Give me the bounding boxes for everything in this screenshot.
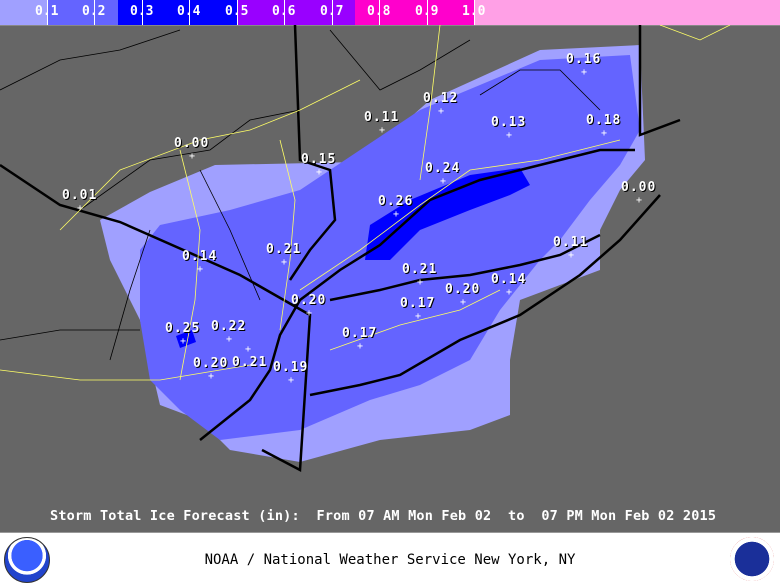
station-value: 0.11 [553,235,589,250]
station-value: 0.18 [586,113,622,128]
legend-tick-label: 0.1 [35,4,59,19]
station-value: 0.24 [425,161,461,176]
station-marker-icon: + [460,297,467,308]
station-marker-icon: + [601,128,608,139]
station-marker-icon: + [581,67,588,78]
legend-tick-label: 0.8 [367,4,391,19]
legend-tick-label: 0.6 [272,4,296,19]
legend-tick [332,0,333,25]
legend-tick-label: 0.2 [82,4,106,19]
legend-tick [379,0,380,25]
station-marker-icon: + [77,203,84,214]
legend-tick [237,0,238,25]
station-value: 0.19 [273,360,309,375]
station-value: 0.11 [364,110,400,125]
station-marker-icon: + [636,195,643,206]
legend-tick-label: 0.5 [225,4,249,19]
station-value: 0.16 [566,52,602,67]
legend-tick [47,0,48,25]
station-marker-icon: + [568,250,575,261]
station-marker-icon: + [417,277,424,288]
station-marker-icon: + [506,130,513,141]
station-value: 0.25 [165,321,201,336]
legend-tick-label: 0.7 [320,4,344,19]
noaa-logo [4,537,50,583]
station-marker-icon: + [306,308,313,319]
station-marker-icon: + [208,371,215,382]
station-value: 0.01 [62,188,98,203]
station-marker-icon: + [226,334,233,345]
station-value: 0.13 [491,115,527,130]
station-value: 0.21 [232,355,268,370]
color-legend [0,0,780,26]
station-value: 0.20 [291,293,327,308]
station-marker-icon: + [180,336,187,347]
nws-logo [730,537,774,581]
state-borders [0,25,681,473]
station-marker-icon: + [506,287,513,298]
station-value: 0.20 [193,356,229,371]
station-value: 0.17 [400,296,436,311]
map-canvas [0,25,731,473]
legend-bin [47,0,118,25]
county-borders [0,29,601,361]
credit-text: NOAA / National Weather Service New York… [204,552,576,568]
legend-bin [118,0,237,25]
ice-area-heavy [365,168,530,260]
station-value: 0.21 [266,242,302,257]
station-marker-icon: + [316,167,323,178]
station-marker-icon: + [438,106,445,117]
highways [0,25,731,381]
legend-tick [94,0,95,25]
station-value: 0.17 [342,326,378,341]
station-marker-icon: + [197,264,204,275]
station-value: 0.21 [402,262,438,277]
map-caption: Storm Total Ice Forecast (in): From 07 A… [50,508,717,524]
station-marker-icon: + [440,176,447,187]
legend-bin [237,0,355,25]
legend-bin [355,0,474,25]
station-value: 0.20 [445,282,481,297]
station-marker-icon: + [415,311,422,322]
station-value: 0.00 [174,136,210,151]
ice-area-heavy [176,330,196,348]
station-value: 0.22 [211,319,247,334]
legend-tick [474,0,475,25]
station-marker-icon: + [245,344,252,355]
station-marker-icon: + [189,151,196,162]
station-marker-icon: + [357,341,364,352]
legend-tick-label: 0.4 [177,4,201,19]
legend-tick [142,0,143,25]
legend-tick-label: 1.0 [462,4,486,19]
station-value: 0.26 [378,194,414,209]
station-marker-icon: + [379,125,386,136]
legend-tick [284,0,285,25]
station-value: 0.14 [491,272,527,287]
legend-tick [189,0,190,25]
station-value: 0.12 [423,91,459,106]
station-marker-icon: + [288,375,295,386]
station-marker-icon: + [393,209,400,220]
legend-tick-label: 0.9 [415,4,439,19]
legend-tick-label: 0.3 [130,4,154,19]
station-value: 0.14 [182,249,218,264]
legend-bin [0,0,47,25]
station-marker-icon: + [281,257,288,268]
legend-tick [427,0,428,25]
station-value: 0.15 [301,152,337,167]
footer: NOAA / National Weather Service New York… [0,532,780,587]
legend-bin [474,0,780,25]
station-value: 0.00 [621,180,657,195]
